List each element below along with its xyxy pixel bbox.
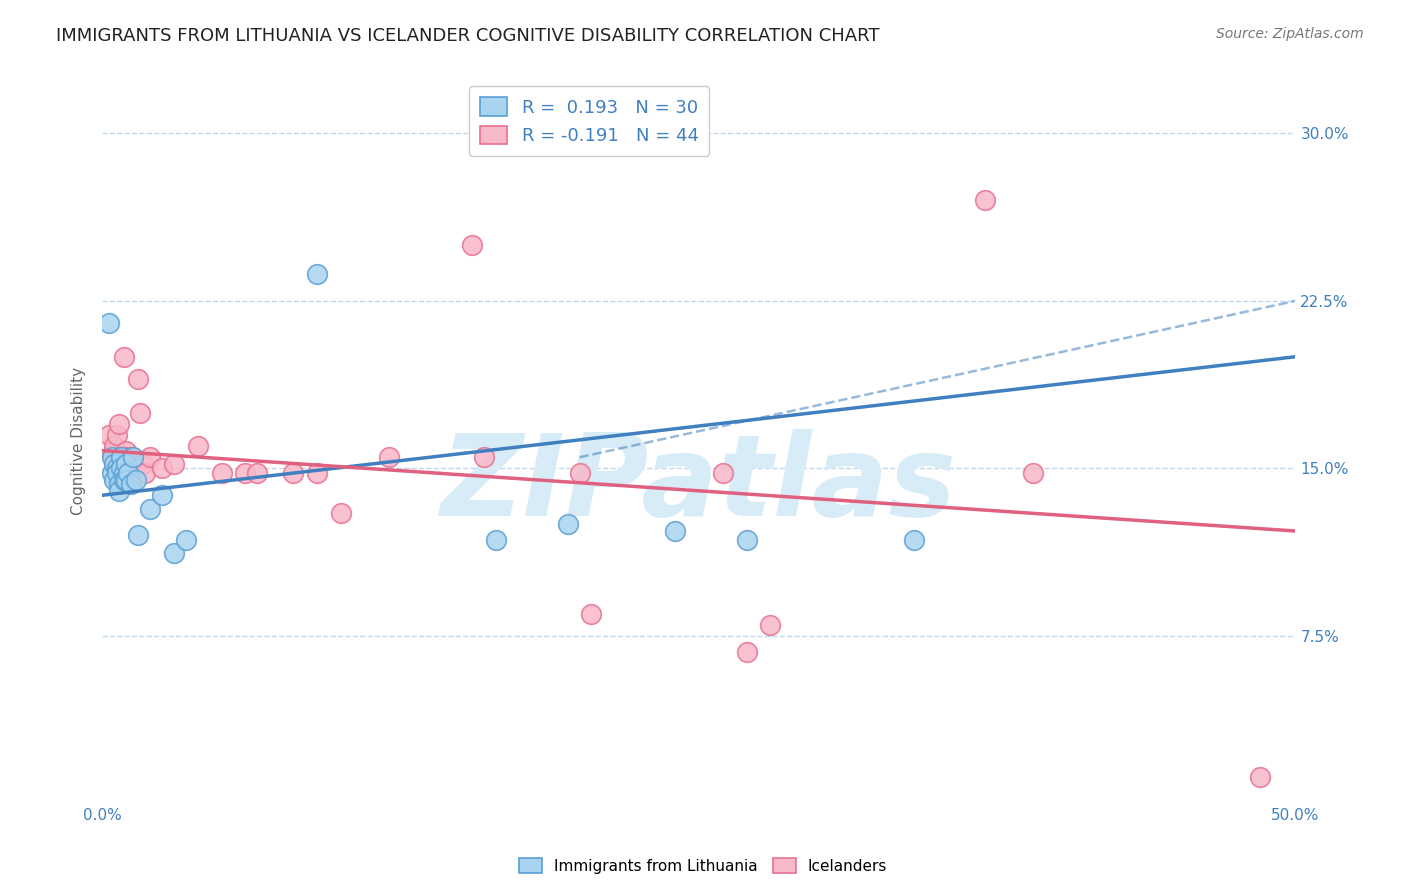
Y-axis label: Cognitive Disability: Cognitive Disability (72, 367, 86, 515)
Point (110, 450, 132, 465)
Point (103, 439, 125, 453)
Point (122, 450, 145, 465)
Point (98, 316, 121, 330)
Point (174, 533, 197, 547)
Point (108, 417, 131, 431)
Point (105, 466, 128, 480)
Point (100, 450, 122, 465)
Point (305, 466, 328, 480)
Point (735, 533, 758, 547)
Point (105, 428, 128, 442)
Point (139, 450, 162, 465)
Point (903, 533, 925, 547)
Point (120, 466, 142, 480)
Point (112, 466, 135, 480)
Point (472, 450, 495, 465)
Point (163, 457, 186, 471)
Point (124, 473, 146, 487)
Point (211, 466, 233, 480)
Point (100, 448, 122, 462)
Point (112, 450, 135, 465)
Point (112, 350, 135, 364)
Point (485, 533, 508, 547)
Point (150, 488, 173, 502)
Point (581, 607, 603, 621)
Point (115, 450, 138, 465)
Point (120, 450, 142, 465)
Text: Source: ZipAtlas.com: Source: ZipAtlas.com (1216, 27, 1364, 41)
Point (129, 406, 152, 420)
Point (103, 473, 125, 487)
Point (108, 483, 131, 498)
Point (235, 466, 257, 480)
Text: IMMIGRANTS FROM LITHUANIA VS ICELANDER COGNITIVE DISABILITY CORRELATION CHART: IMMIGRANTS FROM LITHUANIA VS ICELANDER C… (56, 27, 880, 45)
Point (305, 267, 328, 281)
Point (163, 546, 186, 560)
Point (103, 443, 125, 458)
Point (281, 466, 304, 480)
Point (103, 455, 125, 469)
Point (110, 461, 132, 475)
Point (117, 473, 139, 487)
Legend: Immigrants from Lithuania, Icelanders: Immigrants from Lithuania, Icelanders (513, 852, 893, 880)
Legend: R =  0.193   N = 30, R = -0.191   N = 44: R = 0.193 N = 30, R = -0.191 N = 44 (470, 87, 710, 156)
Point (1022, 466, 1045, 480)
Point (1249, 770, 1271, 784)
Point (150, 461, 173, 475)
Point (187, 439, 209, 453)
Point (103, 457, 125, 471)
Point (117, 457, 139, 471)
Point (112, 473, 135, 487)
Point (100, 466, 122, 480)
Point (115, 443, 138, 458)
Point (120, 477, 142, 491)
Point (377, 450, 399, 465)
Point (122, 466, 145, 480)
Point (664, 524, 686, 538)
Point (132, 457, 155, 471)
Point (974, 194, 997, 208)
Text: ZIPatlas: ZIPatlas (440, 428, 957, 540)
Point (127, 372, 149, 386)
Point (115, 473, 138, 487)
Point (329, 506, 352, 520)
Point (105, 461, 128, 475)
Point (139, 501, 162, 516)
Point (735, 645, 758, 659)
Point (115, 457, 138, 471)
Point (568, 466, 591, 480)
Point (557, 517, 579, 532)
Point (108, 477, 131, 491)
Point (115, 466, 138, 480)
Point (98, 428, 121, 442)
Point (759, 618, 782, 632)
Point (108, 450, 131, 465)
Point (110, 450, 132, 465)
Point (461, 238, 484, 252)
Point (246, 466, 269, 480)
Point (117, 466, 139, 480)
Point (711, 466, 734, 480)
Point (127, 528, 149, 542)
Point (134, 466, 156, 480)
